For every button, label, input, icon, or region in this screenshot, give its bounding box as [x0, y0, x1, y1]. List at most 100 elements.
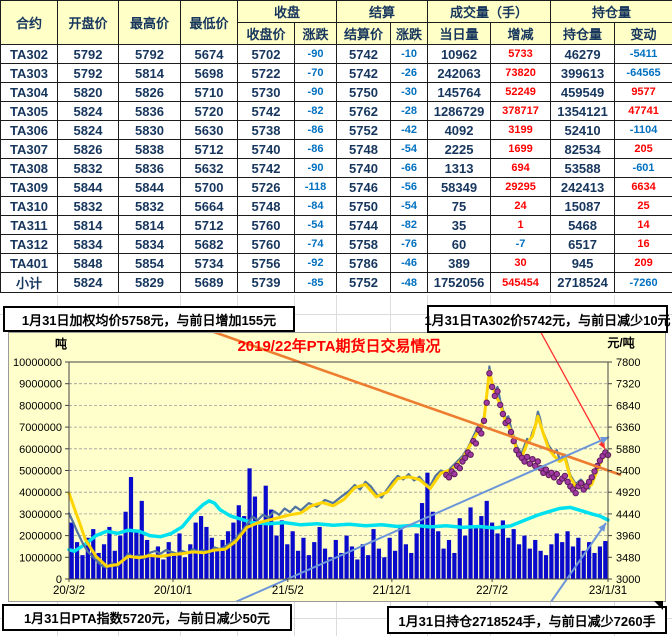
value-cell[interactable]: 5756	[237, 253, 295, 273]
contract-cell[interactable]: TA401	[0, 253, 58, 273]
table-subheader-cell[interactable]: 收盘价	[237, 22, 295, 45]
value-cell[interactable]: 3199	[490, 120, 552, 140]
value-cell[interactable]: -7	[490, 234, 552, 254]
value-cell[interactable]: -48	[390, 272, 429, 293]
value-cell[interactable]: -601	[614, 158, 672, 178]
value-cell[interactable]: 5726	[237, 177, 295, 197]
value-cell[interactable]: -1104	[614, 120, 672, 140]
value-cell[interactable]: 6634	[614, 177, 672, 197]
contract-cell[interactable]: TA307	[0, 139, 58, 159]
value-cell[interactable]: 5848	[57, 253, 119, 273]
value-cell[interactable]: 5844	[118, 177, 181, 197]
value-cell[interactable]: 60	[427, 234, 492, 254]
value-cell[interactable]: 5698	[180, 63, 238, 83]
callout-weighted-avg-price[interactable]: 1月31日加权均价5758元，与前日增加155元	[3, 306, 295, 332]
value-cell[interactable]: -118	[293, 177, 338, 197]
callout-open-interest[interactable]: 1月31日持仓2718524手，与前日减少7260手	[387, 606, 667, 634]
value-cell[interactable]: 15087	[550, 196, 616, 216]
table-subheader-cell[interactable]: 变动	[614, 22, 672, 45]
value-cell[interactable]: 1752056	[427, 272, 492, 293]
value-cell[interactable]: 5742	[336, 63, 392, 83]
table-subheader-cell[interactable]: 持仓量	[550, 22, 616, 45]
value-cell[interactable]: -86	[293, 139, 338, 159]
value-cell[interactable]: 5814	[57, 215, 119, 235]
contract-cell[interactable]: TA311	[0, 215, 58, 235]
value-cell[interactable]: 5836	[118, 158, 181, 178]
value-cell[interactable]: -54	[390, 196, 429, 216]
value-cell[interactable]: 5830	[118, 120, 181, 140]
value-cell[interactable]: -54	[293, 215, 338, 235]
value-cell[interactable]: 389	[427, 253, 492, 273]
value-cell[interactable]: 1354121	[550, 101, 616, 121]
pta-daily-chart[interactable]: 10000000 7800 9000000 7320 8000000 6840 700000…	[8, 328, 666, 636]
value-cell[interactable]: 5814	[118, 215, 181, 235]
contract-cell[interactable]: 小计	[0, 272, 58, 293]
value-cell[interactable]: 5744	[336, 215, 392, 235]
value-cell[interactable]: 4092	[427, 120, 492, 140]
value-cell[interactable]: 5710	[180, 82, 238, 102]
value-cell[interactable]: 35	[427, 215, 492, 235]
value-cell[interactable]: 5750	[336, 82, 392, 102]
table-header-cell[interactable]: 最高价	[118, 0, 181, 45]
value-cell[interactable]: -64565	[614, 63, 672, 83]
value-cell[interactable]: 24	[490, 196, 552, 216]
value-cell[interactable]: 5824	[57, 101, 119, 121]
value-cell[interactable]: -26	[390, 63, 429, 83]
value-cell[interactable]: 209	[614, 253, 672, 273]
contract-cell[interactable]: TA312	[0, 234, 58, 254]
value-cell[interactable]: -92	[293, 253, 338, 273]
value-cell[interactable]: 5720	[180, 101, 238, 121]
value-cell[interactable]: 545454	[490, 272, 552, 293]
value-cell[interactable]: -7260	[614, 272, 672, 293]
contract-cell[interactable]: TA303	[0, 63, 58, 83]
value-cell[interactable]: 73820	[490, 63, 552, 83]
value-cell[interactable]: 459549	[550, 82, 616, 102]
table-subheader-cell[interactable]: 结算价	[336, 22, 392, 45]
value-cell[interactable]: 5752	[336, 272, 392, 293]
table-header-cell[interactable]: 合约	[0, 0, 58, 45]
value-cell[interactable]: 1699	[490, 139, 552, 159]
value-cell[interactable]: -90	[293, 158, 338, 178]
value-cell[interactable]: 5630	[180, 120, 238, 140]
contract-cell[interactable]: TA306	[0, 120, 58, 140]
value-cell[interactable]: 242413	[550, 177, 616, 197]
value-cell[interactable]: 25	[614, 196, 672, 216]
value-cell[interactable]: 5674	[180, 44, 238, 64]
value-cell[interactable]: 10962	[427, 44, 492, 64]
value-cell[interactable]: 5748	[336, 139, 392, 159]
value-cell[interactable]: -66	[390, 158, 429, 178]
value-cell[interactable]: -5411	[614, 44, 672, 64]
table-subheader-cell[interactable]: 涨跌	[390, 22, 429, 45]
value-cell[interactable]: 5739	[237, 272, 295, 293]
value-cell[interactable]: 52410	[550, 120, 616, 140]
value-cell[interactable]: 5854	[118, 253, 181, 273]
value-cell[interactable]: 29295	[490, 177, 552, 197]
contract-cell[interactable]: TA308	[0, 158, 58, 178]
table-header-cell[interactable]: 最低价	[180, 0, 238, 45]
value-cell[interactable]: -85	[293, 272, 338, 293]
value-cell[interactable]: 5712	[180, 139, 238, 159]
value-cell[interactable]: 5834	[57, 234, 119, 254]
value-cell[interactable]: -82	[390, 215, 429, 235]
value-cell[interactable]: 5826	[57, 139, 119, 159]
value-cell[interactable]: -90	[293, 82, 338, 102]
value-cell[interactable]: 5792	[57, 44, 119, 64]
value-cell[interactable]: 5742	[237, 158, 295, 178]
value-cell[interactable]: 6517	[550, 234, 616, 254]
value-cell[interactable]: 47741	[614, 101, 672, 121]
value-cell[interactable]: 5838	[118, 139, 181, 159]
table-subheader-cell[interactable]: 增减	[490, 22, 552, 45]
value-cell[interactable]: 1313	[427, 158, 492, 178]
value-cell[interactable]: 5702	[237, 44, 295, 64]
value-cell[interactable]: 378717	[490, 101, 552, 121]
value-cell[interactable]: 5468	[550, 215, 616, 235]
contract-cell[interactable]: TA305	[0, 101, 58, 121]
value-cell[interactable]: -10	[390, 44, 429, 64]
value-cell[interactable]: 2225	[427, 139, 492, 159]
value-cell[interactable]: 1286729	[427, 101, 492, 121]
value-cell[interactable]: 5820	[57, 82, 119, 102]
value-cell[interactable]: 145764	[427, 82, 492, 102]
value-cell[interactable]: 5760	[237, 234, 295, 254]
value-cell[interactable]: 399613	[550, 63, 616, 83]
value-cell[interactable]: 5836	[118, 101, 181, 121]
